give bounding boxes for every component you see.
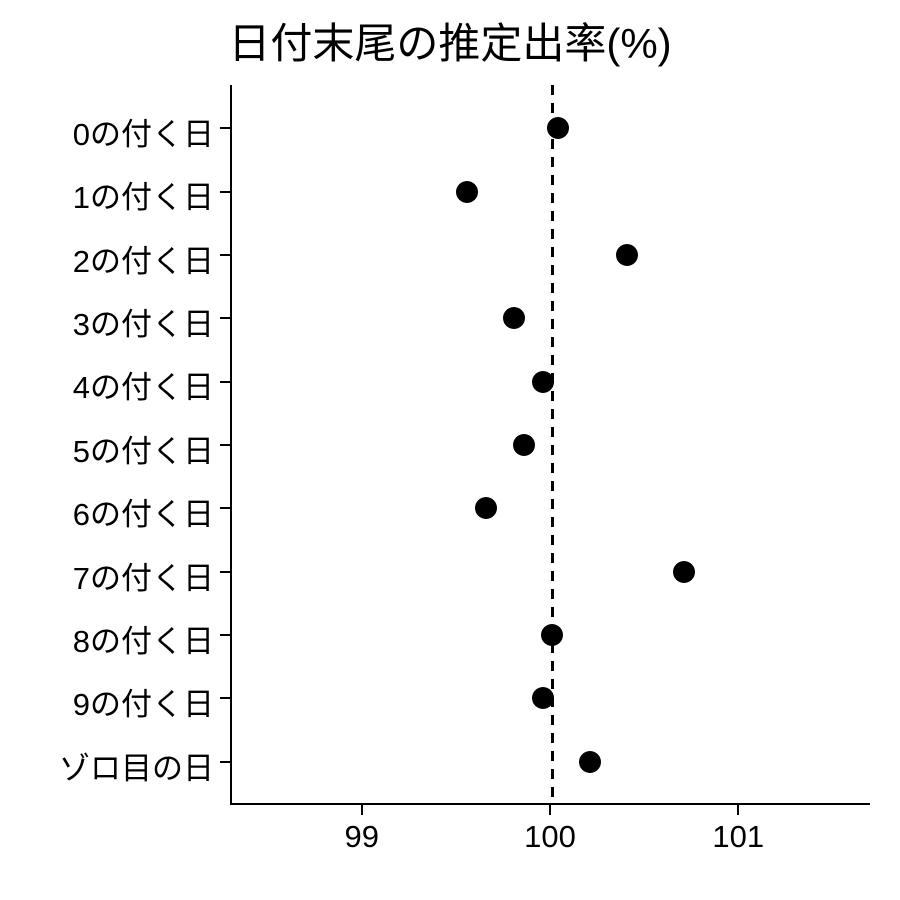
chart-container: 日付末尾の推定出率(%) 0の付く日 1の付く日 2の付く日 3の付く日 4の付く日 5の… — [0, 0, 900, 900]
data-point — [456, 181, 478, 203]
y-category-label: 0の付く日 — [73, 109, 214, 154]
plot-area — [230, 85, 870, 805]
y-tick — [220, 444, 230, 446]
data-point — [503, 307, 525, 329]
x-tick — [737, 805, 739, 815]
y-category-label: 6の付く日 — [73, 489, 214, 534]
y-category-label: 1の付く日 — [73, 172, 214, 217]
y-tick — [220, 507, 230, 509]
y-tick — [220, 761, 230, 763]
y-category-label: 4の付く日 — [73, 362, 214, 407]
y-category-label: 9の付く日 — [73, 679, 214, 724]
data-point — [616, 244, 638, 266]
x-tick-label: 101 — [688, 819, 788, 855]
y-tick — [220, 254, 230, 256]
y-tick — [220, 634, 230, 636]
x-tick-label: 100 — [500, 819, 600, 855]
y-tick — [220, 127, 230, 129]
y-tick — [220, 697, 230, 699]
y-category-label: 3の付く日 — [73, 299, 214, 344]
y-category-label: 2の付く日 — [73, 236, 214, 281]
data-point — [541, 624, 563, 646]
y-category-label: ゾロ目の日 — [59, 743, 214, 788]
x-tick-label: 99 — [312, 819, 412, 855]
y-tick — [220, 571, 230, 573]
data-point — [547, 117, 569, 139]
y-category-label: 8の付く日 — [73, 616, 214, 661]
data-point — [673, 561, 695, 583]
x-tick — [361, 805, 363, 815]
data-point — [532, 371, 554, 393]
data-point — [579, 751, 601, 773]
y-category-label: 5の付く日 — [73, 426, 214, 471]
data-point — [475, 497, 497, 519]
y-tick — [220, 191, 230, 193]
y-tick — [220, 317, 230, 319]
data-point — [532, 687, 554, 709]
x-tick — [549, 805, 551, 815]
y-tick — [220, 381, 230, 383]
y-category-label: 7の付く日 — [73, 553, 214, 598]
data-point — [513, 434, 535, 456]
chart-title: 日付末尾の推定出率(%) — [0, 10, 900, 71]
